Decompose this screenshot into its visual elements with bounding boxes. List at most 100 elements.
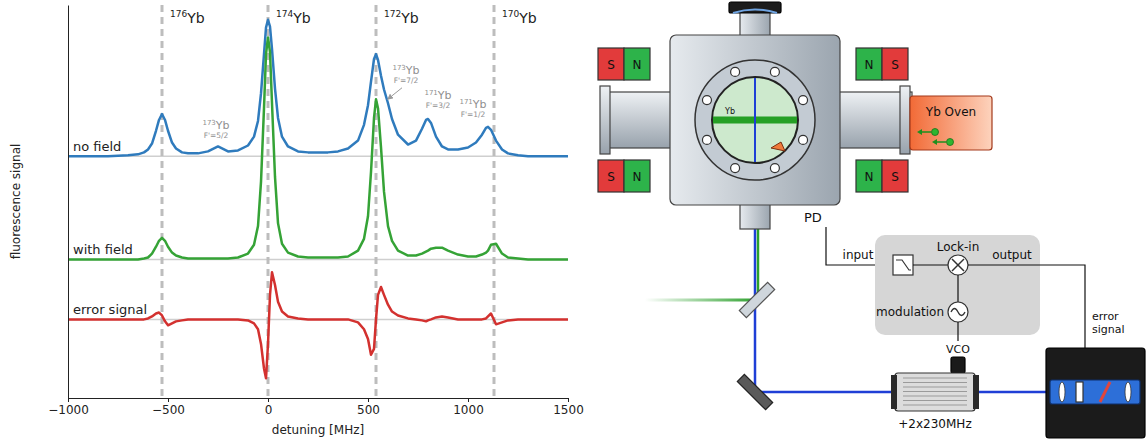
magnet-pole: [624, 160, 650, 192]
x-tick-mark: [268, 398, 269, 402]
laser-element: [1076, 382, 1083, 402]
magnet-pole: [598, 48, 624, 80]
x-tick-label: 1500: [553, 403, 584, 417]
probe-beam: [754, 78, 756, 162]
y-axis: [68, 6, 69, 399]
annotation-level: F'=5/2: [204, 131, 229, 140]
isotope-element: Yb: [400, 10, 419, 26]
flange-bolt: [731, 164, 740, 173]
x-tick-label: 500: [357, 403, 380, 417]
right-flange: [900, 86, 910, 154]
modulation-label: modulation: [876, 305, 944, 319]
flange-bolt: [702, 135, 711, 144]
x-tick-label: 0: [265, 403, 273, 417]
x-tick-label: −1000: [48, 403, 89, 417]
modulation-source: [948, 302, 968, 322]
filter: [893, 255, 913, 275]
vco-connector: [951, 357, 965, 373]
mixer-cross: [952, 259, 964, 271]
isotope-label: 176Yb: [170, 9, 205, 26]
mixer-cross: [952, 259, 964, 271]
x-tick: −500: [152, 398, 185, 417]
atom: [947, 139, 954, 146]
left-flange: [600, 86, 610, 154]
isotope-line: [493, 5, 496, 398]
x-axis-title: detuning [MHz]: [272, 423, 364, 437]
magnet-label: S: [891, 58, 899, 72]
magnet-pole: [856, 48, 882, 80]
annotation-level: F'=1/2: [461, 110, 486, 119]
filter-to-mixer: [913, 264, 948, 265]
error-signal-line: error: [1092, 310, 1119, 323]
magnet-pole: [856, 160, 882, 192]
vco-label: VCO: [946, 343, 970, 356]
x-tick-mark: [568, 398, 569, 402]
x-tick: 0: [265, 398, 273, 417]
top-mirror-surface: [733, 10, 777, 14]
lock-in-title: Lock-in: [937, 240, 980, 254]
aom-stripe: [903, 382, 967, 383]
series-label: error signal: [73, 302, 147, 317]
input-label: input: [843, 248, 874, 262]
magnet-pole: [598, 160, 624, 192]
magnet-pole: [882, 48, 908, 80]
magnet-pole: [624, 48, 650, 80]
annotation-mass: 173: [202, 119, 215, 127]
mixer-to-modulation: [957, 275, 958, 302]
isotope-element: Yb: [186, 10, 205, 26]
beam-splitter: [739, 282, 774, 317]
laser-cavity: [1050, 380, 1140, 404]
isotope-mass: 176: [170, 9, 187, 19]
photodiode-label: PD: [804, 210, 822, 225]
laser-crystal: [1100, 382, 1110, 402]
aom: [895, 373, 975, 411]
oven: [910, 96, 992, 150]
x-tick: 1000: [453, 398, 484, 417]
lock-in-box: [875, 235, 1040, 335]
chamber-label: Yb: [724, 107, 735, 116]
chamber-flange: [695, 60, 815, 180]
series-line: [68, 272, 568, 378]
x-tick-mark: [368, 398, 369, 402]
x-axis-line: [69, 398, 569, 399]
left-tube: [608, 92, 672, 148]
aom-cap: [973, 375, 979, 409]
isotope-element: Yb: [518, 10, 537, 26]
error-signal-line: signal: [1092, 323, 1125, 336]
magnet-label: S: [607, 170, 615, 184]
isotope-mass: 172: [384, 9, 401, 19]
x-tick: 500: [357, 398, 380, 417]
mixer: [948, 255, 968, 275]
aom-cap: [891, 375, 897, 409]
top-tube: [740, 12, 770, 38]
aom-stripe: [903, 378, 967, 379]
error-signal-label: errorsignal: [1092, 310, 1125, 336]
flange-bolt: [799, 135, 808, 144]
x-axis: −1000 −500 0 500 1000 1500: [48, 398, 584, 417]
magnet-label: N: [633, 58, 642, 72]
figure: −1000−500050010001500detuning [MHz]fluor…: [0, 0, 1148, 442]
atom: [932, 129, 939, 136]
series-line: [68, 37, 568, 259]
flange-bolt: [702, 96, 711, 105]
isotope-mass: 170: [502, 9, 519, 19]
series-line: [68, 20, 568, 157]
output-label: output: [992, 248, 1032, 262]
x-tick-mark: [468, 398, 469, 402]
x-tick-mark: [168, 398, 169, 402]
annotation-arrow: [388, 88, 402, 100]
magnet-label: N: [865, 170, 874, 184]
x-tick-label: −500: [152, 403, 185, 417]
aom-stripe: [903, 405, 967, 406]
bottom-tube: [740, 203, 770, 229]
series-label: no field: [73, 139, 121, 154]
flange-bolt: [731, 67, 740, 76]
chamber-body: [670, 35, 840, 205]
laser-lens: [1059, 382, 1065, 402]
annotation-mass: 171: [459, 98, 472, 106]
x-tick-label: 1000: [453, 403, 484, 417]
x-tick: 1500: [553, 398, 584, 417]
oven-nozzle: [771, 142, 785, 151]
magnet-label: N: [865, 58, 874, 72]
mirror: [737, 374, 772, 409]
